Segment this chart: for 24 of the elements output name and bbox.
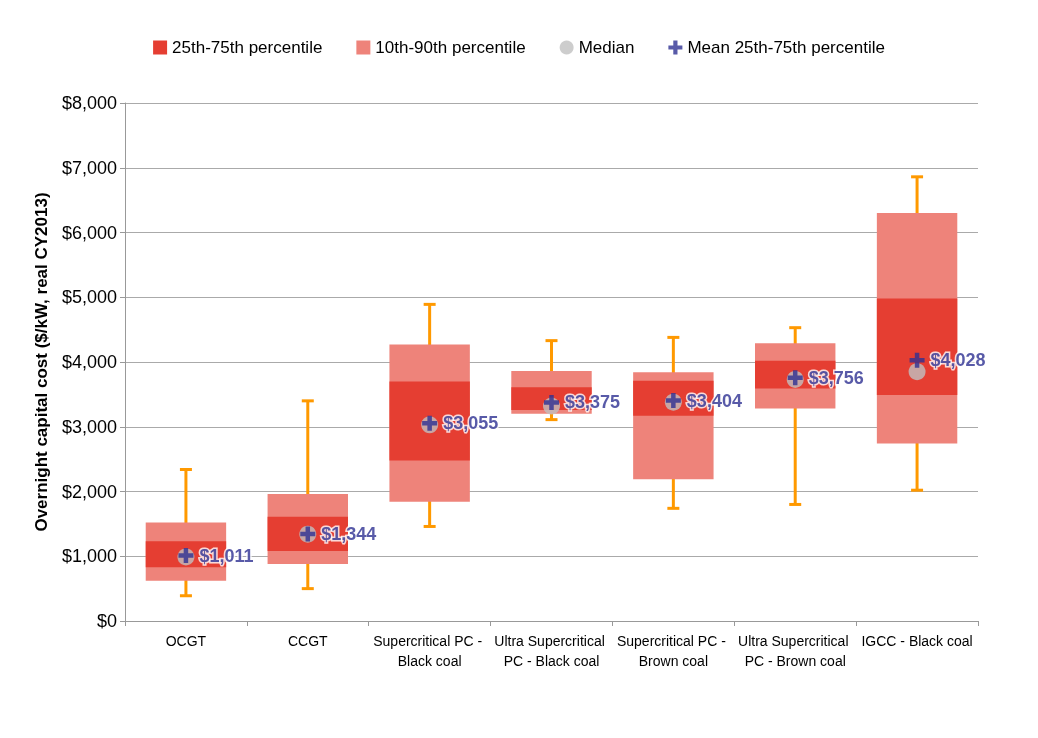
legend-label: 10th-90th percentile <box>375 38 526 57</box>
data-label: $4,028 <box>930 350 986 371</box>
x-tick-label: Ultra Supercritical PC - Black coal <box>494 633 609 669</box>
y-tick-label: $5,000 <box>61 287 117 308</box>
y-tick-label: $7,000 <box>61 157 117 178</box>
y-tick-label: $1,000 <box>61 546 117 567</box>
y-tick-label: $8,000 <box>61 93 117 113</box>
y-tick-label: $3,000 <box>61 416 117 437</box>
y-tick-label: $6,000 <box>61 222 117 243</box>
y-tick-label: $2,000 <box>61 481 117 502</box>
y-tick-label: $0 <box>96 611 117 631</box>
legend-label: 25th-75th percentile <box>172 38 323 57</box>
data-label: $3,055 <box>443 413 499 434</box>
y-axis-title: Overnight capital cost ($/kW, real CY2013) <box>32 192 51 532</box>
x-tick-label: Ultra Supercritical PC - Brown coal <box>738 633 853 669</box>
legend-label: Median <box>578 38 635 57</box>
x-tick-label: CCGT <box>287 633 329 649</box>
legend-label: Mean 25th-75th percentile <box>687 38 885 57</box>
x-tick-label: OCGT <box>165 633 207 649</box>
y-tick-label: $4,000 <box>61 352 117 372</box>
data-label: $1,011 <box>199 545 254 566</box>
x-tick-label: Supercritical PC - Brown coal <box>616 633 730 669</box>
x-tick-label: Supercritical PC - Black coal <box>373 633 487 669</box>
x-tick-label: IGCC - Black coal <box>861 633 973 649</box>
